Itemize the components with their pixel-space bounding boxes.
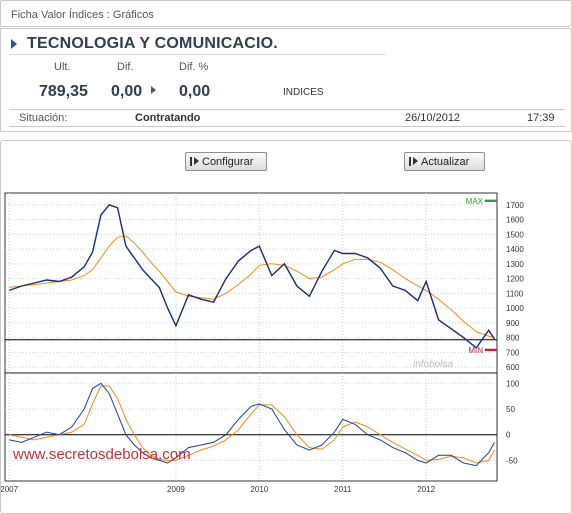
breadcrumb: Ficha Valor Índices : Gráficos <box>0 0 572 27</box>
price-axis-tick-label: 1600 <box>506 216 524 225</box>
oscillator-series-a <box>9 382 495 467</box>
price-chart: 1700160015001400130012001100100090080070… <box>1 192 524 494</box>
quote-panel: TECNOLOGIA Y COMUNICACIO. Ult. Dif. Dif.… <box>0 28 572 132</box>
triangle-right-icon <box>11 39 17 49</box>
status-date: 26/10/2012 <box>405 112 461 124</box>
site-watermark: www.secretosdebolsa.com <box>12 446 191 463</box>
status-label: Situación: <box>19 112 68 124</box>
price-axis-tick-label: 900 <box>506 319 520 328</box>
oscillator-axis-tick-label: 0 <box>506 431 511 440</box>
change-label: Dif. <box>117 61 134 73</box>
oscillator-axis-tick-label: -50 <box>506 456 518 465</box>
min-marker-label: MIN <box>468 346 483 355</box>
oscillator-plot-frame <box>4 372 498 482</box>
triangle-right-icon <box>151 86 156 94</box>
time-axis-tick-label: 2012 <box>417 485 435 494</box>
market-label: INDICES <box>283 87 324 98</box>
price-axis-tick-label: 1200 <box>506 275 524 284</box>
price-axis-tick-label: 700 <box>506 348 520 357</box>
play-icon <box>409 156 419 167</box>
last-price-label: Ult. <box>54 61 71 73</box>
price-axis-tick-label: 1000 <box>506 304 524 313</box>
refresh-button[interactable]: Actualizar <box>404 152 485 171</box>
price-axis-tick-label: 1100 <box>506 289 524 298</box>
status-value: Contratando <box>135 112 201 124</box>
oscillator-series-b <box>9 385 495 464</box>
price-axis-tick-label: 1700 <box>506 201 524 210</box>
instrument-title: TECNOLOGIA Y COMUNICACIO. <box>27 35 278 52</box>
change-pct-value: 0,00 <box>179 83 211 100</box>
infobolsa-watermark: infobolsa <box>413 359 453 370</box>
change-pct-label: Dif. % <box>179 61 209 73</box>
time-axis-tick-label: 2010 <box>250 485 268 494</box>
play-icon <box>190 156 200 167</box>
moving-average-series <box>9 235 495 339</box>
status-row: Situación: Contratando 26/10/2012 17:39 <box>9 109 565 127</box>
price-axis-tick-label: 800 <box>506 334 520 343</box>
price-plot-frame <box>4 192 498 374</box>
price-axis-tick-label: 1300 <box>506 260 524 269</box>
refresh-button-label: Actualizar <box>421 155 470 168</box>
configure-button[interactable]: Configurar <box>185 152 267 171</box>
status-time: 17:39 <box>527 112 555 124</box>
change-value: 0,00 <box>111 83 143 100</box>
oscillator-axis-tick-label: 100 <box>506 379 520 388</box>
time-axis-tick-label: 2007 <box>1 485 19 494</box>
last-price-value: 789,35 <box>39 83 88 100</box>
time-axis-tick-label: 2011 <box>334 485 352 494</box>
quote-title-row: TECNOLOGIA Y COMUNICACIO. <box>9 34 385 55</box>
max-marker-label: MAX <box>466 197 484 206</box>
configure-button-label: Configurar <box>202 155 254 168</box>
price-axis-tick-label: 1500 <box>506 230 524 239</box>
chart-panel: Configurar Actualizar 1700 1600 1500 1400 13… <box>0 140 572 514</box>
price-axis-tick-label: 600 <box>506 363 520 372</box>
price-series <box>8 203 496 349</box>
price-axis-tick-label: 1400 <box>506 245 524 254</box>
oscillator-axis-tick-label: 50 <box>506 405 515 414</box>
breadcrumb-text: Ficha Valor Índices : Gráficos <box>11 9 154 21</box>
time-axis-tick-label: 2009 <box>167 485 185 494</box>
